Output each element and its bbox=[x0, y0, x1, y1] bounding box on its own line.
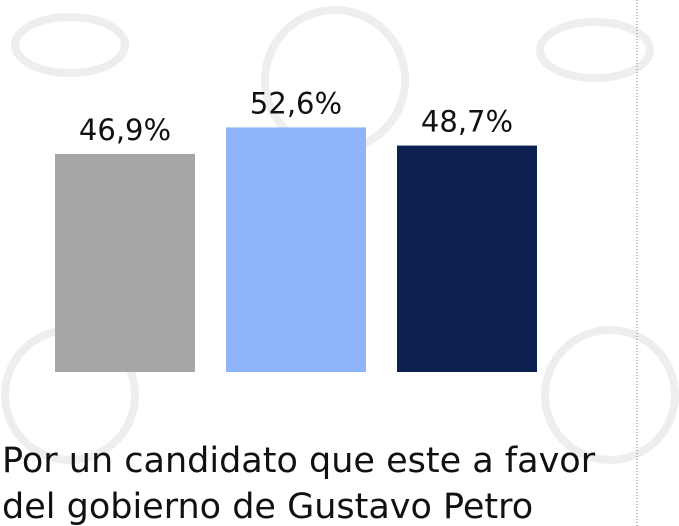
bar bbox=[397, 145, 537, 372]
value-label: 46,9% bbox=[79, 113, 171, 147]
caption-line: Por un candidato que este a favor bbox=[2, 441, 596, 481]
bar bbox=[55, 153, 195, 372]
watermarks bbox=[1, 6, 679, 464]
caption-line: del gobierno de Gustavo Petro bbox=[2, 487, 533, 526]
value-label: 48,7% bbox=[421, 105, 513, 139]
value-label: 52,6% bbox=[250, 86, 342, 120]
bar bbox=[226, 127, 366, 372]
